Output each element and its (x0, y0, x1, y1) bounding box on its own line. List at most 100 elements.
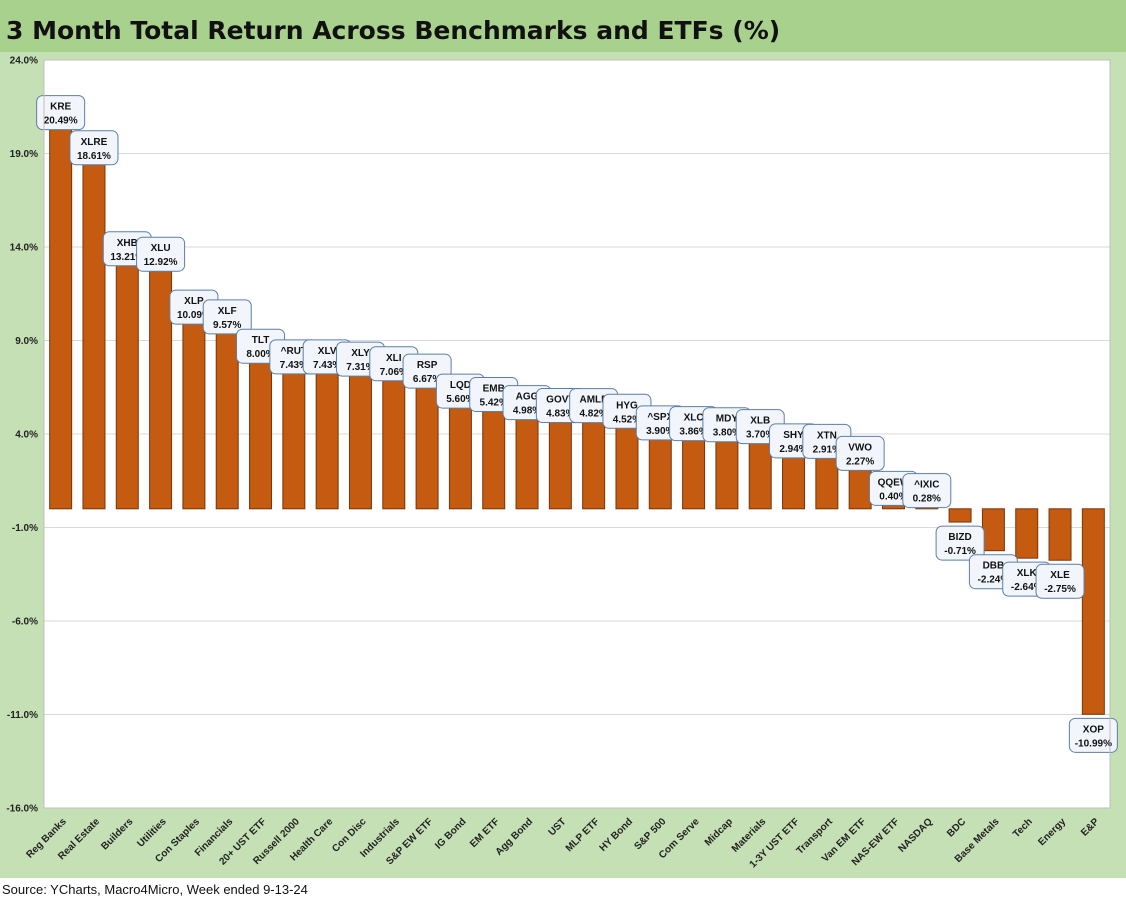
data-callout: XLU 12.92% (136, 236, 186, 272)
ticker-label: ^SPX (647, 412, 673, 423)
callout-box (902, 473, 952, 509)
bar-rsp (415, 383, 439, 510)
bar-xtn (815, 453, 839, 510)
chart-title: 3 Month Total Return Across Benchmarks a… (6, 16, 781, 45)
y-tick-label: -11.0% (7, 710, 38, 721)
ticker-label: XLRE (81, 137, 108, 148)
ticker-label: XHB (117, 238, 138, 249)
x-category-label: HY Bond (598, 816, 636, 854)
x-category-label: Builders (99, 816, 135, 852)
bar-dbb (981, 508, 1005, 552)
bar-xlp (182, 319, 206, 510)
ticker-label: XLB (750, 416, 770, 427)
callout-box (202, 299, 252, 335)
callout-box (36, 95, 86, 131)
value-label: 7.43% (313, 360, 341, 371)
data-callout: KRE 20.49% (36, 95, 86, 131)
x-category-label: MLP ETF (564, 816, 602, 854)
ticker-label: EMB (483, 383, 505, 394)
value-label: 0.28% (913, 494, 941, 505)
bar-xlv (315, 369, 339, 510)
bar-kre (49, 125, 73, 510)
ticker-label: XTN (817, 430, 837, 441)
ticker-label: GOVT (546, 394, 574, 405)
value-label: 9.57% (213, 320, 241, 331)
value-label: 6.67% (413, 374, 441, 385)
y-tick-label: 9.0% (15, 336, 38, 347)
bar-tlt (249, 358, 273, 510)
ticker-label: HYG (616, 400, 638, 411)
bar-xlre (82, 160, 106, 510)
bar-emb (482, 406, 506, 510)
value-label: 3.86% (679, 427, 707, 438)
value-label: -2.64% (1011, 582, 1043, 593)
value-label: 4.52% (613, 414, 641, 425)
value-label: 2.94% (779, 444, 807, 455)
x-category-label: E&P (1079, 816, 1102, 839)
ticker-label: XLV (318, 346, 337, 357)
y-tick-label: 19.0% (10, 149, 38, 160)
value-label: 5.60% (446, 394, 474, 405)
x-category-label: Utilities (135, 816, 169, 850)
y-tick-label: 14.0% (10, 243, 38, 254)
bar-xlc (682, 436, 706, 510)
ticker-label: XLE (1050, 570, 1070, 581)
value-label: 20.49% (44, 116, 78, 127)
x-category-label: Midcap (703, 816, 735, 848)
ticker-label: XLU (151, 243, 171, 254)
callout-box (1035, 563, 1085, 599)
value-label: 4.83% (546, 408, 574, 419)
ticker-label: XLI (386, 353, 402, 364)
ticker-label: XLF (218, 306, 237, 317)
ticker-label: XLY (351, 348, 370, 359)
value-label: 3.90% (646, 426, 674, 437)
x-category-label: Tech (1011, 816, 1035, 840)
ticker-label: AMLP (579, 395, 608, 406)
value-label: -0.71% (944, 546, 976, 557)
value-label: 3.80% (713, 428, 741, 439)
value-label: 7.06% (380, 367, 408, 378)
plot-border (43, 59, 1111, 809)
value-label: 2.27% (846, 456, 874, 467)
data-callout: XOP -10.99% (1068, 717, 1118, 753)
value-label: 4.82% (579, 409, 607, 420)
ticker-label: XLC (684, 413, 704, 424)
data-callout: VWO 2.27% (835, 435, 885, 471)
bar-xli (382, 376, 406, 510)
bar-lqd (448, 403, 472, 510)
value-label: 7.31% (346, 362, 374, 373)
bar-xlu (149, 266, 173, 510)
ticker-label: XOP (1083, 724, 1104, 735)
callout-box (935, 525, 985, 561)
bar-vwo (848, 465, 872, 510)
y-tick-label: -6.0% (12, 617, 38, 628)
value-label: 13.21% (110, 252, 144, 263)
ticker-label: AGG (516, 392, 539, 403)
bar-xle (1048, 508, 1072, 561)
value-label: 7.43% (280, 360, 308, 371)
ticker-label: KRE (50, 102, 71, 113)
value-label: -2.24% (978, 575, 1010, 586)
ticker-label: XLK (1017, 568, 1038, 579)
bar-xlk (1015, 508, 1039, 559)
bar-rut (282, 369, 306, 510)
ticker-label: BIZD (948, 532, 971, 543)
callout-box (835, 435, 885, 471)
bar-xly (348, 371, 372, 510)
bar-xhb (115, 261, 139, 510)
ticker-label: XLP (184, 296, 204, 307)
ticker-label: SHY (783, 430, 804, 441)
x-category-label: UST (547, 816, 569, 838)
data-callout: BIZD -0.71% (935, 525, 985, 561)
ticker-label: RSP (417, 360, 438, 371)
data-callout: XLE -2.75% (1035, 563, 1085, 599)
x-category-label: EM ETF (468, 816, 502, 850)
value-label: 18.61% (77, 151, 111, 162)
y-tick-label: 24.0% (10, 56, 38, 67)
y-tick-label: -16.0% (6, 804, 38, 815)
bar-xop (1081, 508, 1105, 715)
x-category-label: IG Bond (433, 816, 468, 851)
callout-box (69, 130, 119, 166)
x-category-label: BDC (945, 816, 968, 839)
y-tick-label: -1.0% (12, 523, 38, 534)
